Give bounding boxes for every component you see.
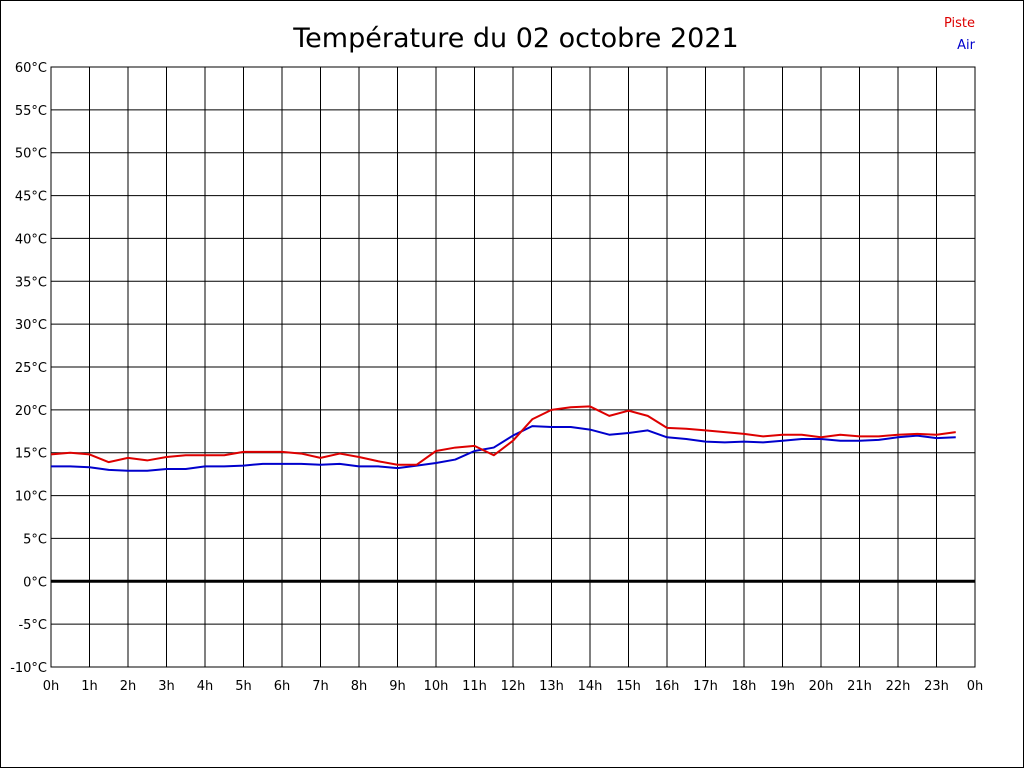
y-tick-label: 10°C [15, 490, 47, 505]
x-tick-label: 10h [424, 679, 449, 694]
x-tick-label: 5h [235, 679, 252, 694]
x-tick-label: 14h [578, 679, 603, 694]
x-tick-label: 2h [120, 679, 137, 694]
x-tick-label: 16h [655, 679, 680, 694]
x-tick-label: 17h [693, 679, 718, 694]
y-tick-label: 15°C [15, 447, 47, 462]
x-tick-label: 8h [351, 679, 368, 694]
y-tick-label: 60°C [15, 61, 47, 76]
x-tick-label: 4h [197, 679, 214, 694]
y-tick-label: 0°C [23, 575, 47, 590]
y-tick-label: 20°C [15, 404, 47, 419]
legend: Piste Air [944, 16, 976, 53]
x-tick-label: 6h [274, 679, 291, 694]
series-line-piste [50, 405, 956, 466]
x-tick-label: 23h [924, 679, 949, 694]
y-tick-label: -5°C [18, 618, 47, 633]
x-axis-ticks: 0h 1h 2h 3h 4h 5h 6h 7h 8h 9h 10h 11h 12h 13h 14h 15h 16… [43, 679, 984, 694]
x-tick-label: 20h [809, 679, 834, 694]
x-tick-label: 19h [770, 679, 795, 694]
y-tick-label: 35°C [15, 275, 47, 290]
x-tick-label: 11h [462, 679, 487, 694]
x-tick-label: 22h [886, 679, 911, 694]
y-tick-label: 5°C [23, 532, 47, 547]
plot-border [50, 66, 976, 668]
x-tick-label: 13h [539, 679, 564, 694]
x-tick-label: 3h [158, 679, 175, 694]
chart-title: Température du 02 octobre 2021 [292, 23, 738, 54]
y-tick-label: 55°C [15, 104, 47, 119]
y-tick-label: 30°C [15, 318, 47, 333]
y-tick-label: -10°C [10, 661, 47, 676]
x-tick-label: 0h [43, 679, 60, 694]
legend-entry-air: Air [957, 38, 976, 53]
y-tick-label: 40°C [15, 232, 47, 247]
legend-entry-piste: Piste [944, 16, 975, 31]
x-tick-label: 18h [732, 679, 757, 694]
series-layer [50, 405, 956, 472]
y-tick-label: 45°C [15, 190, 47, 205]
y-tick-label: 50°C [15, 147, 47, 162]
grid [50, 66, 976, 668]
x-tick-label: 0h [967, 679, 984, 694]
x-tick-label: 1h [81, 679, 98, 694]
x-tick-label: 7h [312, 679, 329, 694]
series-line-air [51, 425, 956, 472]
x-tick-label: 12h [501, 679, 526, 694]
x-tick-label: 21h [847, 679, 872, 694]
y-tick-label: 25°C [15, 361, 47, 376]
y-axis-ticks: -10°C -5°C 0°C 5°C 10°C 15°C 20°C 25°C 30°C 35°C 4… [10, 61, 47, 676]
x-tick-label: 15h [616, 679, 641, 694]
x-tick-label: 9h [389, 679, 406, 694]
